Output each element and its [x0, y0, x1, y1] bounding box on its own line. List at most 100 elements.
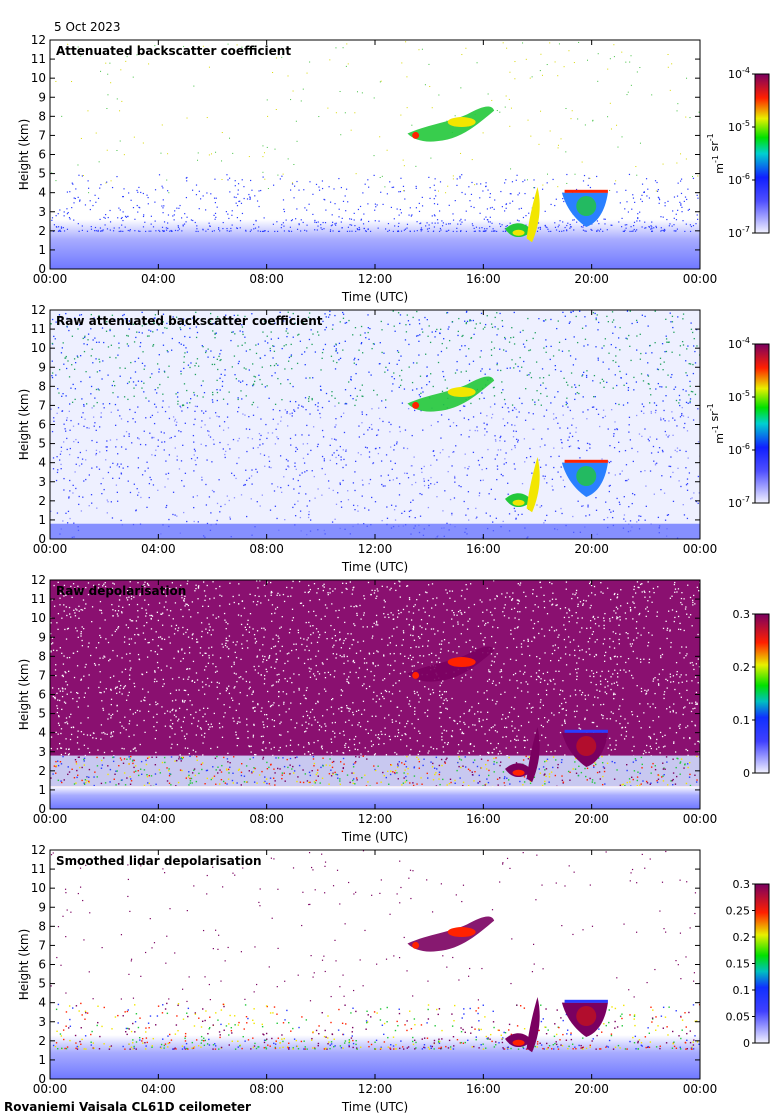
noise-dot: [393, 378, 396, 380]
noise-dot: [592, 119, 594, 121]
noise-dot: [177, 391, 179, 394]
noise-dot: [452, 451, 454, 453]
noise-dot: [55, 321, 57, 323]
noise-dot: [63, 489, 65, 491]
noise-dot: [346, 704, 348, 707]
noise-dot: [256, 200, 259, 202]
noise-dot: [84, 666, 86, 668]
noise-dot: [418, 202, 420, 205]
noise-dot: [418, 730, 420, 732]
noise-dot: [214, 671, 217, 673]
noise-dot: [682, 344, 685, 346]
noise-dot: [624, 479, 627, 482]
noise-dot: [628, 424, 630, 426]
noise-dot: [304, 351, 306, 353]
noise-dot: [314, 221, 316, 223]
noise-dot: [668, 341, 670, 343]
noise-dot: [546, 182, 548, 184]
noise-dot: [517, 514, 520, 516]
noise-dot: [486, 228, 488, 230]
noise-dot: [487, 711, 489, 713]
noise-dot: [241, 324, 243, 326]
noise-dot: [163, 441, 166, 443]
noise-dot: [169, 736, 171, 738]
noise-dot: [284, 518, 286, 521]
noise-dot: [354, 624, 356, 627]
noise-dot: [159, 636, 162, 638]
noise-dot: [433, 226, 436, 228]
noise-dot: [293, 409, 295, 411]
noise-dot: [163, 683, 165, 685]
noise-dot: [668, 465, 670, 467]
noise-dot: [80, 314, 83, 316]
noise-dot: [174, 628, 177, 630]
noise-dot: [452, 422, 455, 424]
noise-dot: [174, 447, 176, 449]
noise-dot: [208, 430, 210, 433]
noise-dot: [194, 405, 197, 407]
noise-dot: [109, 439, 112, 441]
y-axis-label: Height (km): [17, 389, 31, 460]
noise-dot: [608, 368, 610, 370]
noise-dot: [664, 202, 666, 204]
noise-dot: [123, 313, 125, 316]
noise-dot: [559, 705, 561, 707]
noise-dot: [404, 429, 407, 431]
noise-dot: [259, 649, 261, 651]
noise-dot: [106, 446, 108, 448]
noise-dot: [117, 396, 119, 398]
noise-dot: [394, 660, 396, 662]
noise-dot: [430, 746, 432, 748]
noise-dot: [147, 584, 149, 586]
noise-dot: [683, 514, 686, 516]
noise-dot: [665, 386, 667, 388]
noise-dot: [292, 385, 294, 388]
noise-dot: [219, 425, 221, 427]
noise-dot: [514, 746, 517, 748]
noise-dot: [491, 206, 493, 209]
noise-dot: [682, 415, 685, 417]
noise-dot: [596, 220, 599, 222]
noise-dot: [167, 227, 169, 229]
noise-dot: [633, 376, 635, 379]
noise-dot: [296, 228, 299, 230]
noise-dot: [573, 229, 575, 231]
noise-dot: [692, 331, 694, 334]
noise-dot: [424, 711, 426, 714]
noise-dot: [332, 360, 335, 362]
noise-dot: [322, 320, 324, 323]
noise-dot: [419, 395, 422, 398]
noise-dot: [245, 229, 247, 231]
noise-dot: [554, 683, 556, 685]
noise-dot: [443, 375, 445, 378]
noise-dot: [398, 222, 400, 224]
noise-dot: [270, 647, 273, 650]
noise-dot: [534, 403, 536, 406]
noise-dot: [355, 460, 357, 463]
noise-dot: [364, 183, 366, 185]
noise-dot: [114, 424, 117, 426]
noise-dot: [439, 227, 442, 230]
noise-dot: [322, 589, 324, 592]
noise-dot: [194, 365, 196, 367]
noise-dot: [442, 746, 444, 748]
noise-dot: [517, 365, 519, 368]
noise-dot: [109, 320, 112, 322]
noise-dot: [349, 224, 351, 226]
noise-dot: [638, 515, 640, 517]
noise-dot: [507, 482, 509, 484]
noise-dot: [215, 332, 217, 334]
noise-dot: [193, 470, 195, 472]
noise-dot: [77, 730, 79, 732]
noise-dot: [357, 505, 359, 507]
noise-dot: [102, 657, 104, 659]
noise-dot: [606, 315, 608, 318]
noise-dot: [576, 341, 579, 344]
noise-dot: [177, 225, 179, 227]
noise-dot: [360, 618, 362, 620]
noise-dot: [163, 230, 165, 232]
noise-dot: [533, 428, 535, 430]
noise-dot: [252, 385, 254, 387]
noise-dot: [218, 228, 220, 230]
noise-dot: [379, 342, 381, 344]
